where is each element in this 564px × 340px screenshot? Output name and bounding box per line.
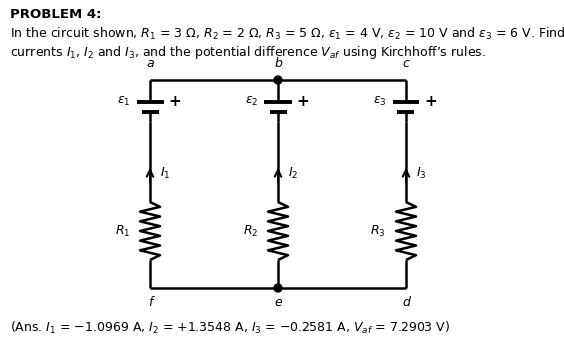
Circle shape xyxy=(274,284,282,292)
Text: e: e xyxy=(274,296,282,309)
Text: +: + xyxy=(425,95,437,109)
Text: b: b xyxy=(274,57,282,70)
Text: $R_3$: $R_3$ xyxy=(371,223,386,239)
Text: $\varepsilon_2$: $\varepsilon_2$ xyxy=(245,95,258,107)
Text: PROBLEM 4:: PROBLEM 4: xyxy=(10,8,102,21)
Text: $I_2$: $I_2$ xyxy=(288,166,298,181)
Text: c: c xyxy=(403,57,409,70)
Text: $I_3$: $I_3$ xyxy=(416,166,426,181)
Text: f: f xyxy=(148,296,152,309)
Text: $\varepsilon_3$: $\varepsilon_3$ xyxy=(373,95,386,107)
Circle shape xyxy=(274,76,282,84)
Text: currents $I_1$, $I_2$ and $I_3$, and the potential difference $V_{af}$ using Kir: currents $I_1$, $I_2$ and $I_3$, and the… xyxy=(10,44,486,61)
Text: (Ans. $I_1$ = −1.0969 A, $I_2$ = +1.3548 A, $I_3$ = −0.2581 A, $V_{af}$ = 7.2903: (Ans. $I_1$ = −1.0969 A, $I_2$ = +1.3548… xyxy=(10,320,450,336)
Text: $I_1$: $I_1$ xyxy=(160,166,170,181)
Text: In the circuit shown, $R_1$ = 3 Ω, $R_2$ = 2 Ω, $R_3$ = 5 Ω, $\varepsilon_1$ = 4: In the circuit shown, $R_1$ = 3 Ω, $R_2$… xyxy=(10,26,564,42)
Text: +: + xyxy=(297,95,309,109)
Text: $R_2$: $R_2$ xyxy=(243,223,258,239)
Text: +: + xyxy=(169,95,181,109)
Text: d: d xyxy=(402,296,410,309)
Text: a: a xyxy=(146,57,154,70)
Text: $R_1$: $R_1$ xyxy=(114,223,130,239)
Text: $\varepsilon_1$: $\varepsilon_1$ xyxy=(117,95,130,107)
